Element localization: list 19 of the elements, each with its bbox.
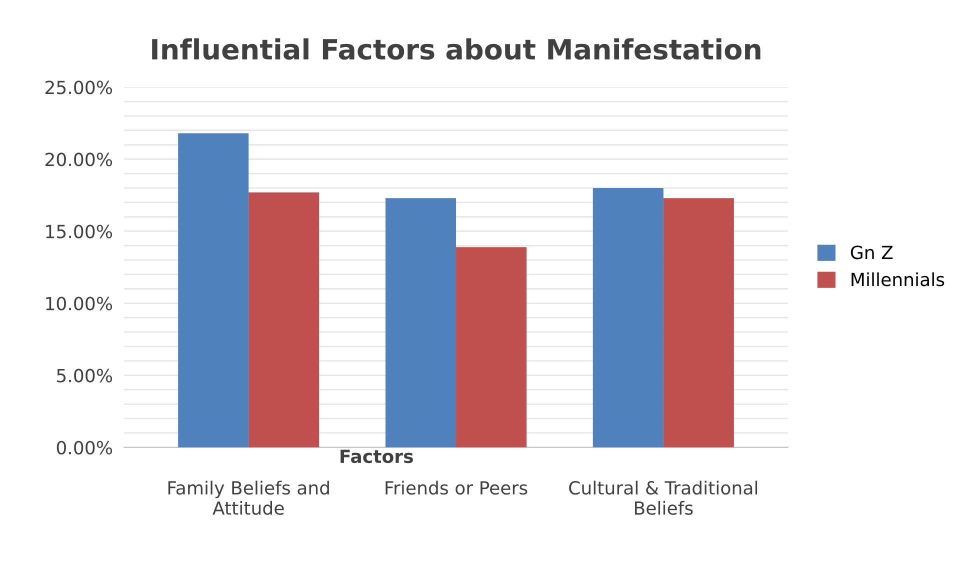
y-tick-label: 25.00% xyxy=(46,80,112,94)
y-tick-label: 5.00% xyxy=(57,368,112,382)
chart-title: Influential Factors about Manifestation xyxy=(152,38,760,60)
bar xyxy=(663,198,734,448)
y-tick-label: 20.00% xyxy=(46,152,112,166)
bar xyxy=(178,133,249,448)
legend-label: Gn Z xyxy=(850,246,893,260)
x-axis-title: Factors xyxy=(340,450,413,464)
bar xyxy=(592,188,664,448)
y-tick-label: 0.00% xyxy=(56,440,112,454)
bar xyxy=(385,198,456,448)
x-tick-label: Friends or Peers xyxy=(386,480,528,495)
x-tick-label: Cultural & Traditional Beliefs xyxy=(569,480,758,515)
bar xyxy=(248,192,320,448)
bar xyxy=(456,247,527,448)
x-tick-label: Family Beliefs and Attitude xyxy=(168,480,329,515)
legend-label: Millennials xyxy=(852,272,944,286)
y-tick-label: 15.00% xyxy=(46,224,112,238)
y-tick-label: 10.00% xyxy=(46,296,112,310)
